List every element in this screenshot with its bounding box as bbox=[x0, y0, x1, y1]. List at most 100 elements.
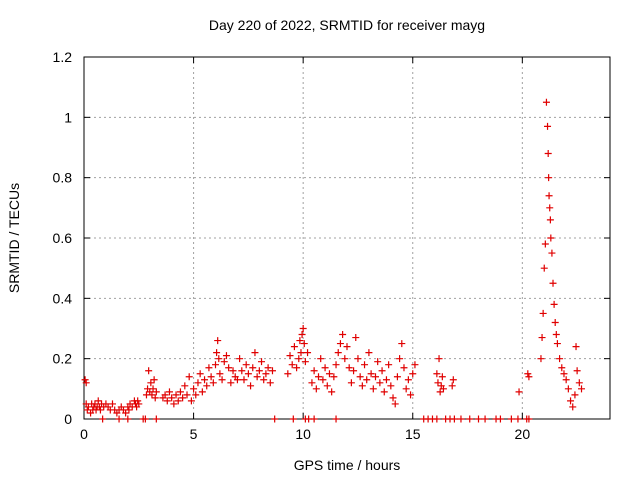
data-point bbox=[299, 325, 307, 332]
data-point bbox=[288, 361, 296, 369]
data-point bbox=[203, 382, 211, 390]
data-point bbox=[436, 388, 444, 396]
data-point bbox=[363, 376, 371, 384]
data-point bbox=[575, 379, 583, 387]
data-point bbox=[227, 379, 235, 387]
data-point bbox=[196, 370, 204, 378]
data-point bbox=[222, 352, 230, 360]
data-point bbox=[475, 415, 482, 423]
data-point bbox=[115, 415, 123, 423]
data-point bbox=[185, 373, 193, 381]
data-point bbox=[402, 385, 410, 393]
data-point bbox=[198, 388, 206, 396]
data-point bbox=[550, 300, 558, 308]
data-point bbox=[398, 340, 406, 348]
data-point bbox=[295, 355, 303, 363]
data-point bbox=[448, 382, 456, 390]
data-point bbox=[382, 376, 390, 384]
data-point bbox=[435, 355, 443, 363]
data-point bbox=[393, 373, 401, 381]
data-point bbox=[255, 367, 263, 375]
data-point bbox=[249, 364, 257, 372]
data-point bbox=[449, 376, 457, 384]
data-point bbox=[539, 309, 547, 317]
data-point bbox=[438, 373, 446, 381]
data-point bbox=[145, 367, 153, 375]
data-point bbox=[540, 264, 548, 272]
data-point bbox=[343, 343, 351, 351]
data-point bbox=[308, 379, 316, 387]
data-point bbox=[545, 192, 553, 200]
data-point bbox=[179, 394, 187, 402]
data-point bbox=[192, 391, 200, 399]
data-point bbox=[297, 349, 305, 357]
data-point bbox=[514, 415, 522, 423]
data-point bbox=[546, 216, 554, 224]
data-point bbox=[439, 385, 447, 393]
data-point bbox=[369, 385, 377, 393]
data-point bbox=[262, 370, 270, 378]
data-point bbox=[176, 388, 184, 396]
plot-frame bbox=[83, 56, 611, 420]
data-point bbox=[350, 367, 358, 375]
data-point bbox=[242, 361, 250, 369]
data-point bbox=[296, 337, 304, 345]
data-point bbox=[525, 373, 533, 381]
data-point bbox=[389, 394, 397, 402]
data-point bbox=[172, 391, 180, 399]
data-point bbox=[361, 361, 369, 369]
data-point bbox=[345, 364, 353, 372]
data-point bbox=[481, 415, 489, 423]
data-point bbox=[266, 379, 274, 387]
data-point bbox=[300, 340, 308, 348]
data-point bbox=[562, 376, 570, 384]
data-point bbox=[334, 349, 342, 357]
data-point bbox=[524, 370, 532, 378]
data-point bbox=[284, 370, 292, 378]
data-point bbox=[148, 391, 156, 399]
data-point bbox=[537, 355, 545, 363]
y-tick-label: 1.2 bbox=[53, 49, 73, 65]
data-point bbox=[212, 361, 219, 369]
data-point bbox=[298, 331, 306, 339]
data-point bbox=[233, 376, 241, 384]
data-point bbox=[301, 358, 309, 366]
y-tick-label: 0.4 bbox=[53, 290, 73, 306]
chart-title: Day 220 of 2022, SRMTID for receiver may… bbox=[208, 17, 486, 33]
data-point bbox=[82, 379, 90, 387]
data-point bbox=[556, 355, 564, 363]
data-point bbox=[336, 340, 344, 348]
data-point bbox=[135, 400, 143, 408]
data-point bbox=[152, 415, 160, 423]
data-point bbox=[151, 394, 159, 402]
data-point bbox=[207, 373, 215, 381]
y-tick-label: 0.6 bbox=[53, 230, 73, 246]
data-point bbox=[304, 349, 312, 357]
data-point bbox=[466, 415, 474, 423]
data-point bbox=[400, 364, 408, 372]
data-point bbox=[216, 370, 224, 378]
data-point bbox=[367, 370, 375, 378]
data-point bbox=[387, 382, 395, 390]
data-point bbox=[310, 367, 318, 375]
x-tick-label: 15 bbox=[405, 426, 421, 442]
data-point bbox=[552, 331, 560, 339]
data-point bbox=[134, 397, 142, 405]
data-point bbox=[310, 415, 318, 423]
data-point bbox=[385, 361, 393, 369]
data-point bbox=[187, 397, 195, 405]
data-point bbox=[201, 376, 209, 384]
data-point bbox=[573, 367, 581, 375]
data-point bbox=[244, 370, 252, 378]
data-point bbox=[213, 349, 221, 357]
data-point bbox=[125, 406, 133, 414]
data-point bbox=[328, 388, 336, 396]
grid-lines bbox=[84, 57, 610, 419]
data-point bbox=[572, 343, 580, 351]
data-point bbox=[356, 373, 364, 381]
y-tick-label: 0 bbox=[64, 411, 72, 427]
y-tick-label: 0.2 bbox=[53, 351, 73, 367]
data-point bbox=[378, 367, 386, 375]
data-point bbox=[194, 379, 202, 387]
data-point bbox=[376, 379, 384, 387]
